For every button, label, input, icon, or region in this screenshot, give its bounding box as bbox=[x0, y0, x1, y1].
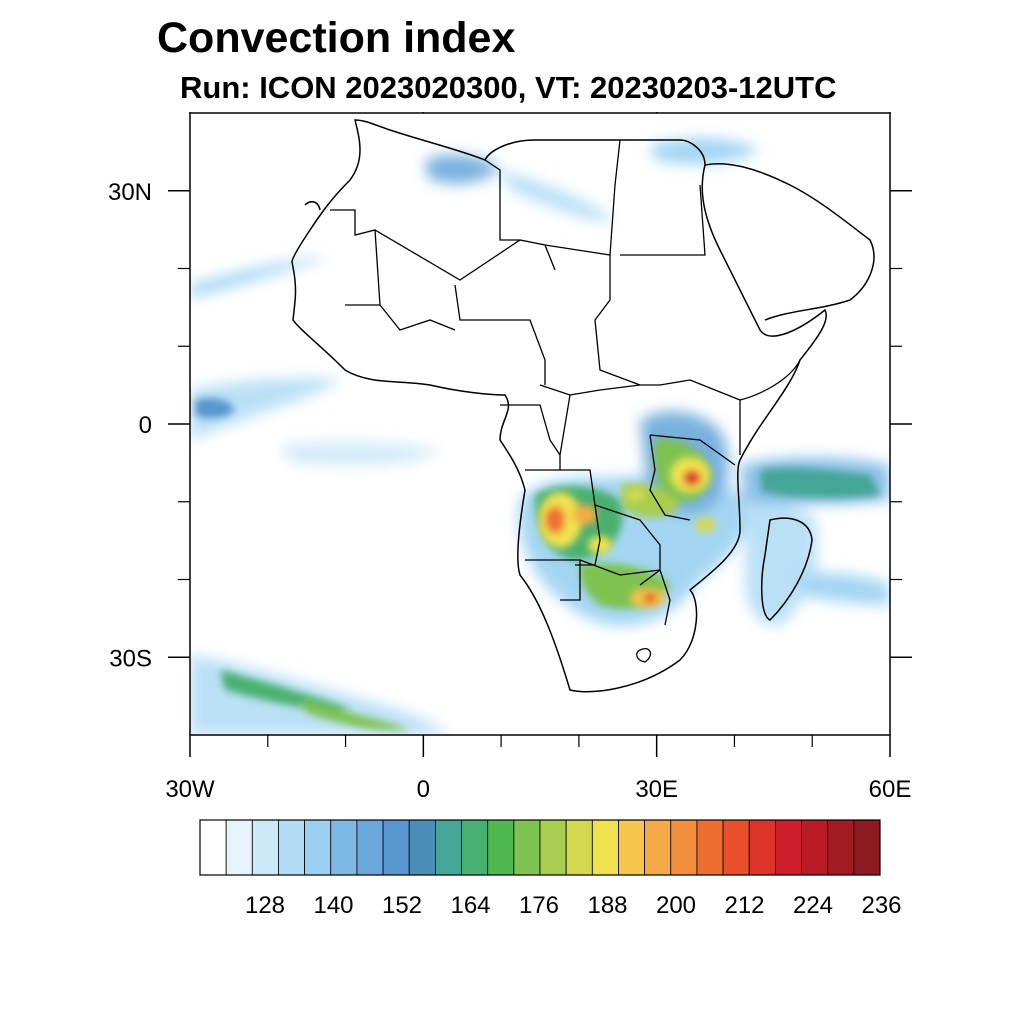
colorbar-box bbox=[774, 819, 802, 876]
colorbar-label: 152 bbox=[382, 892, 422, 919]
colorbar: 128 140 152 164 176 188 200 212 224 236 bbox=[199, 819, 902, 919]
chart-subtitle: Run: ICON 2023020300, VT: 20230203-12UTC bbox=[180, 70, 837, 105]
colorbar-label: 236 bbox=[861, 892, 901, 919]
colorbar-box bbox=[748, 819, 776, 876]
colorbar-label: 140 bbox=[313, 892, 353, 919]
x-tick-label: 30E bbox=[635, 776, 678, 803]
colorbar-box bbox=[618, 819, 646, 876]
colorbar-label: 164 bbox=[450, 892, 490, 919]
y-tick-label: 30S bbox=[109, 645, 152, 672]
x-tick-label: 30W bbox=[165, 776, 215, 803]
colorbar-box bbox=[696, 819, 724, 876]
colorbar-label: 128 bbox=[245, 892, 285, 919]
colorbar-label: 200 bbox=[656, 892, 696, 919]
colorbar-box bbox=[513, 819, 541, 876]
colorbar-label: 188 bbox=[587, 892, 627, 919]
colorbar-box bbox=[539, 819, 567, 876]
colorbar-box bbox=[801, 819, 829, 876]
colorbar-label: 176 bbox=[519, 892, 559, 919]
colorbar-box bbox=[591, 819, 619, 876]
colorbar-box bbox=[487, 819, 515, 876]
colorbar-box bbox=[827, 819, 855, 876]
colorbar-box bbox=[199, 819, 227, 876]
colorbar-box bbox=[853, 819, 881, 876]
colorbar-box bbox=[304, 819, 332, 876]
map-background bbox=[190, 113, 890, 735]
colorbar-box bbox=[461, 819, 489, 876]
colorbar-label: 212 bbox=[724, 892, 764, 919]
colorbar-box bbox=[644, 819, 672, 876]
colorbar-box bbox=[251, 819, 279, 876]
chart-title: Convection index bbox=[157, 14, 516, 62]
colorbar-box bbox=[278, 819, 306, 876]
y-tick-label: 0 bbox=[139, 412, 152, 439]
colorbar-box bbox=[434, 819, 462, 876]
colorbar-box bbox=[408, 819, 436, 876]
convection-field bbox=[190, 138, 890, 735]
colorbar-box bbox=[225, 819, 253, 876]
y-tick-label: 30N bbox=[108, 179, 152, 206]
colorbar-frame bbox=[199, 819, 881, 876]
x-tick-label: 60E bbox=[869, 776, 912, 803]
colorbar-label: 224 bbox=[793, 892, 833, 919]
colorbar-box bbox=[330, 819, 358, 876]
coastlines bbox=[291, 119, 875, 693]
colorbar-box bbox=[722, 819, 750, 876]
axis-ticks: 30W 0 30E 60E 30N 0 30S bbox=[108, 112, 912, 803]
colorbar-box bbox=[382, 819, 410, 876]
colorbar-box bbox=[670, 819, 698, 876]
country-borders bbox=[330, 139, 801, 663]
x-tick-label: 0 bbox=[417, 776, 430, 803]
colorbar-box bbox=[356, 819, 384, 876]
colorbar-box bbox=[565, 819, 593, 876]
